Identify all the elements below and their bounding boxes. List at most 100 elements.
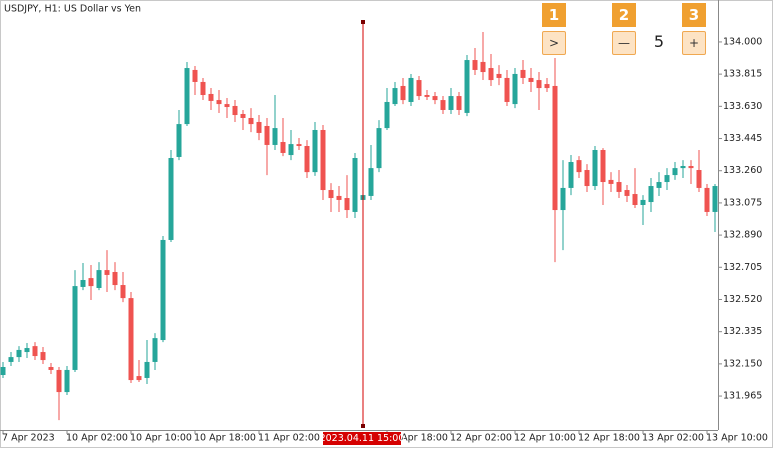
candle-body: [456, 96, 462, 110]
candle-body: [0, 367, 6, 376]
candle-body: [312, 129, 318, 173]
candle-body: [656, 182, 662, 188]
badge: 2: [612, 3, 636, 27]
y-tick-label: 133.260: [723, 165, 762, 176]
candle-body: [472, 60, 478, 70]
candle-body: [256, 121, 262, 133]
candle-body: [8, 357, 14, 362]
candle-body: [280, 141, 286, 153]
crosshair-end: [361, 20, 365, 24]
candle-body: [424, 95, 430, 97]
candle-body: [576, 160, 582, 173]
candle-body: [288, 144, 294, 156]
candle-body: [224, 104, 230, 108]
x-tick-label: 12 Apr 10:00: [514, 433, 576, 444]
candle-body: [144, 361, 150, 378]
candle-body: [544, 84, 550, 89]
y-tick-label: 134.000: [723, 36, 762, 47]
crosshair-end: [361, 424, 365, 428]
y-tick-label: 133.075: [723, 197, 762, 208]
candle-body: [272, 128, 278, 145]
x-tick-label: 11 Apr 18:00: [386, 433, 448, 444]
candle-body: [704, 187, 710, 212]
candle-body: [384, 101, 390, 129]
minus-button[interactable]: —: [612, 31, 636, 55]
y-tick-label: 133.815: [723, 69, 762, 80]
candle-body: [712, 186, 718, 212]
candle-body: [624, 190, 630, 196]
candle-body: [592, 150, 598, 187]
candle-body: [488, 68, 494, 81]
x-tick-label: 10 Apr 18:00: [194, 433, 256, 444]
y-tick-label: 132.705: [723, 262, 762, 273]
x-tick-label: 11 Apr 02:00: [258, 433, 320, 444]
candle-body: [88, 278, 94, 287]
candle-body: [520, 69, 526, 78]
candle-body: [344, 198, 350, 211]
candle-body: [328, 190, 334, 199]
candle-body: [152, 338, 158, 362]
counter: 5: [653, 32, 665, 51]
candle-body: [80, 279, 86, 287]
candle-body: [664, 175, 670, 183]
next-button[interactable]: >: [542, 31, 566, 55]
candle-body: [320, 129, 326, 191]
x-tick-label: 10 Apr 02:00: [66, 433, 128, 444]
y-tick-label: 131.965: [723, 391, 762, 402]
candle-body: [16, 349, 22, 358]
candle-body: [264, 125, 270, 145]
candle-body: [696, 170, 702, 188]
x-tick-label: 10 Apr 10:00: [130, 433, 192, 444]
y-tick-label: 133.445: [723, 133, 762, 144]
candle-body: [160, 239, 166, 341]
y-tick-label: 132.150: [723, 358, 762, 369]
candle-body: [688, 166, 694, 169]
x-tick-label: 7 Apr 2023: [2, 433, 55, 444]
candle-body: [176, 124, 182, 157]
candle-body: [128, 298, 134, 381]
candle-body: [448, 96, 454, 110]
candle-body: [560, 187, 566, 211]
x-tick-label: 13 Apr 10:00: [706, 433, 768, 444]
candle-body: [56, 369, 62, 393]
candle-body: [352, 158, 358, 212]
candle-body: [48, 367, 54, 370]
candle-body: [496, 73, 502, 78]
candle-body: [440, 100, 446, 110]
candle-body: [504, 77, 510, 102]
crosshair-label: 2023.04.11 15:00: [320, 433, 405, 444]
y-tick-label: 132.335: [723, 326, 762, 337]
candle-body: [168, 158, 174, 240]
candle-body: [296, 144, 302, 147]
badge: 3: [682, 3, 706, 27]
y-tick-label: 133.630: [723, 101, 762, 112]
x-tick-label: 12 Apr 02:00: [450, 433, 512, 444]
candle-body: [200, 81, 206, 96]
candle-body: [304, 146, 310, 173]
plus-button[interactable]: +: [682, 31, 706, 55]
candle-body: [464, 60, 470, 113]
candle-body: [376, 128, 382, 169]
candle-body: [120, 285, 126, 299]
candle-body: [552, 85, 558, 211]
crosshair-label-bg: [323, 432, 401, 445]
candle-body: [416, 80, 422, 97]
candle-body: [184, 68, 190, 125]
candle-body: [608, 179, 614, 184]
candle-body: [232, 105, 238, 116]
candle-body: [392, 88, 398, 105]
candle-body: [96, 270, 102, 289]
candle-body: [208, 93, 214, 101]
candle-body: [480, 61, 486, 73]
candle-body: [568, 162, 574, 188]
y-tick-label: 132.520: [723, 294, 762, 305]
x-tick-label: 13 Apr 02:00: [642, 433, 704, 444]
x-tick-label: 12 Apr 18:00: [578, 433, 640, 444]
candle-body: [512, 73, 518, 105]
candle-body: [104, 270, 110, 275]
candle-body: [136, 376, 142, 381]
candle-body: [112, 271, 118, 286]
candle-body: [24, 348, 30, 353]
